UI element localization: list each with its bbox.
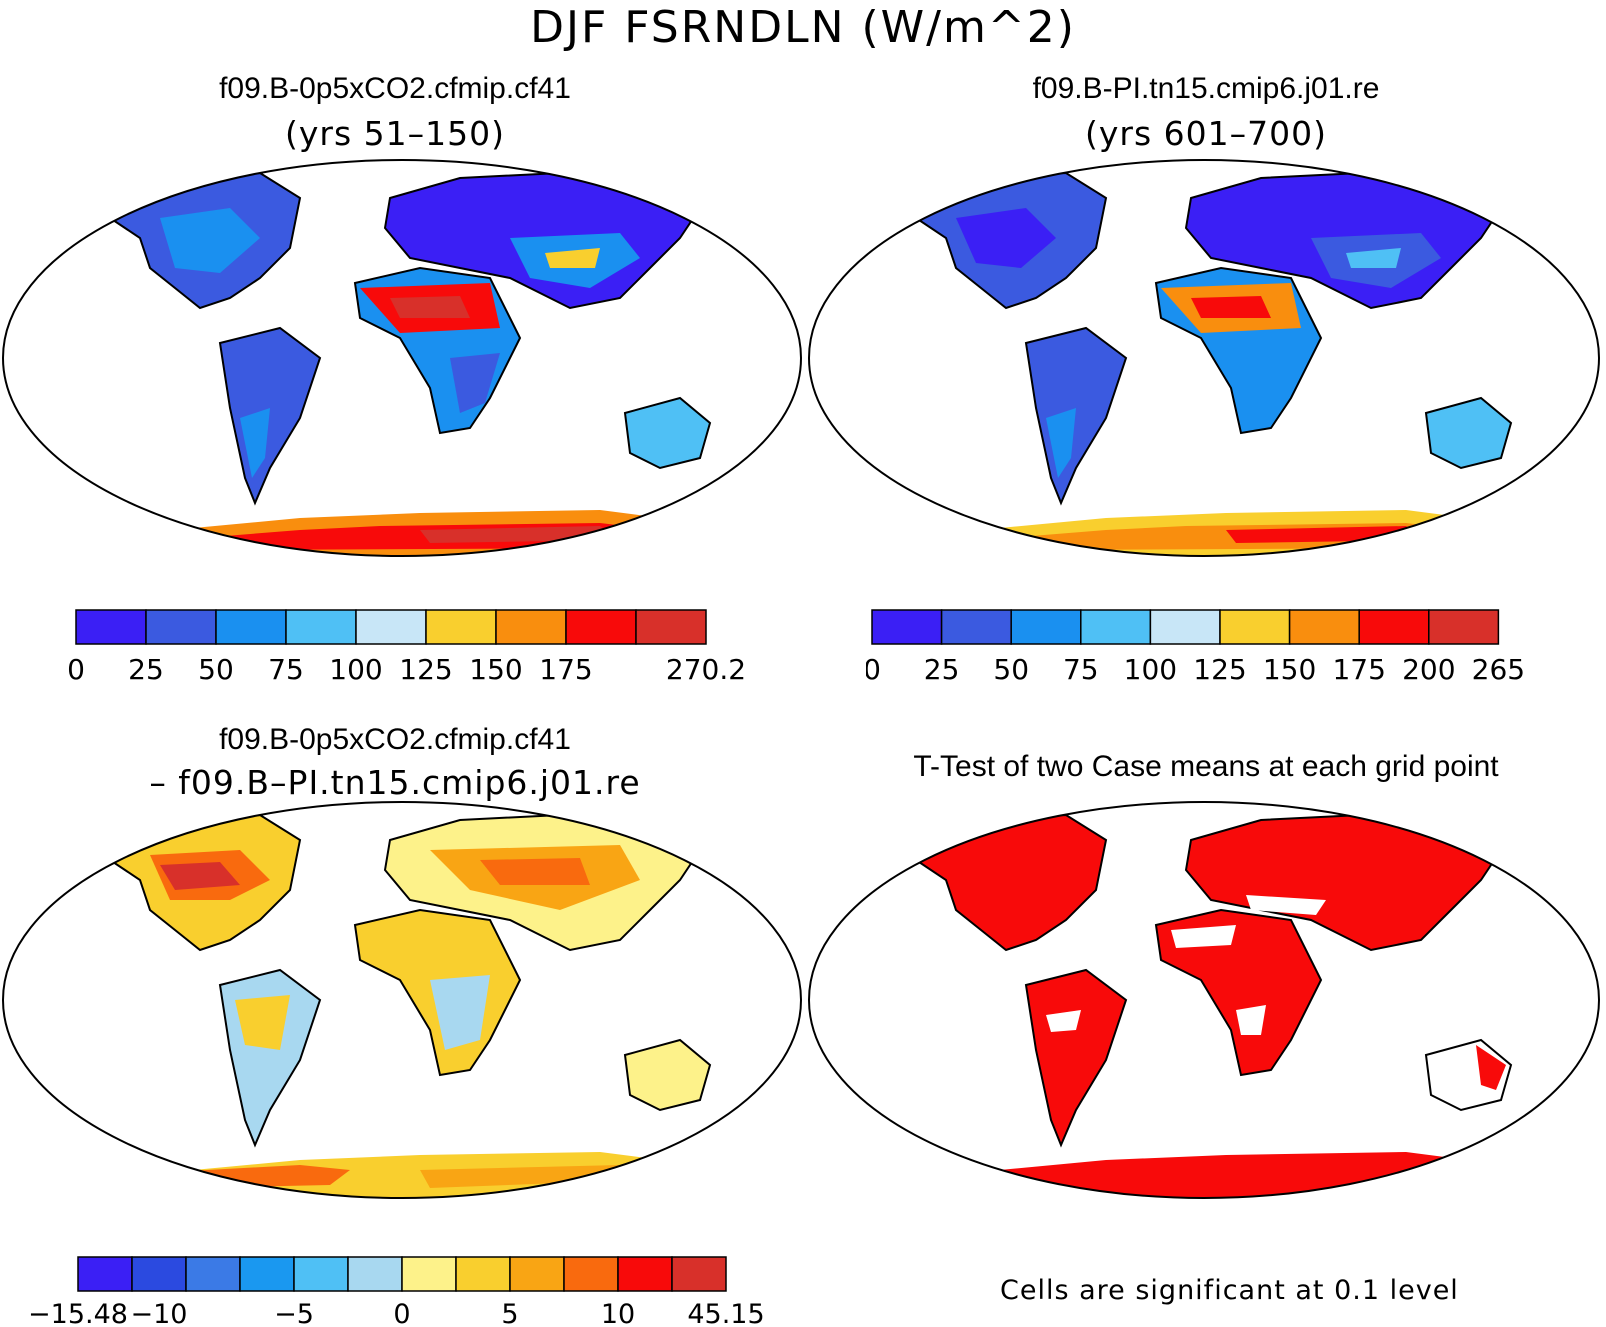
- colorbar-swatch: [185, 1256, 241, 1292]
- landmass-australia: [623, 1038, 712, 1112]
- colorbar-tick-label: 75: [1063, 653, 1099, 686]
- colorbar-swatch: [77, 1256, 133, 1292]
- colorbar-tick-label: 175: [1332, 653, 1385, 686]
- colorbar-tick-label: 125: [399, 653, 452, 686]
- landmass-australia: [1424, 396, 1513, 470]
- landmass-north-america: [899, 171, 1108, 310]
- colorbar-swatch: [617, 1256, 673, 1292]
- colorbar-swatch: [285, 609, 357, 645]
- colorbar-tick-label: 25: [924, 653, 960, 686]
- colorbar-tick-label: −10: [131, 1299, 188, 1327]
- landmass-eurasia: [1184, 171, 1503, 310]
- colorbar-swatch: [239, 1256, 295, 1292]
- colorbar-swatch: [635, 609, 707, 645]
- colorbar-swatch: [215, 609, 287, 645]
- figure-title: DJF FSRNDLN (W/m^2): [530, 2, 1076, 53]
- colorbar-case1: 0 25 50 75 100 125 150 175 270.2: [67, 609, 746, 686]
- colorbar-swatch: [871, 609, 943, 645]
- landmass-australia: [1424, 1038, 1513, 1112]
- colorbar-tick-label: 0: [67, 653, 85, 686]
- colorbar-swatch: [131, 1256, 187, 1292]
- landmass-antarctica: [140, 1152, 720, 1198]
- colorbar-tick-label: 0: [866, 653, 881, 686]
- colorbar-tick-label: 45.15: [687, 1299, 764, 1327]
- landmass-africa: [1154, 266, 1323, 435]
- colorbar-swatch: [1219, 609, 1291, 645]
- colorbar-swatch: [1428, 609, 1500, 645]
- colorbar-tick-label: 125: [1193, 653, 1246, 686]
- landmass-south-america: [1024, 326, 1128, 506]
- colorbar-swatch: [347, 1256, 403, 1292]
- map-difference: [2, 801, 802, 1199]
- colorbar-tick-label: 150: [1263, 653, 1316, 686]
- panel-subtitle-case1: (yrs 51–150): [284, 114, 505, 153]
- colorbar-tick-label: 100: [1124, 653, 1177, 686]
- panel-title-case1: f09.B-0p5xCO2.cfmip.cf41: [219, 72, 571, 105]
- colorbar-tick-label: 265: [1472, 653, 1525, 686]
- landmass-north-america: [93, 813, 302, 952]
- colorbar-tick-label: 5: [501, 1299, 518, 1327]
- landmass-south-america: [1024, 968, 1128, 1148]
- colorbar-difference: −15.48 −10 −5 0 5 10 45.15: [28, 1256, 765, 1327]
- significance-note: Cells are significant at 0.1 level: [1000, 1275, 1459, 1306]
- landmass-australia: [623, 396, 712, 470]
- colorbar-tick-label: 50: [993, 653, 1029, 686]
- colorbar-swatch: [565, 609, 637, 645]
- landmass-africa: [1154, 908, 1323, 1077]
- map-case2: [808, 159, 1600, 557]
- landmass-north-america: [93, 171, 302, 310]
- colorbar-swatch: [401, 1256, 457, 1292]
- landmass-eurasia: [383, 813, 702, 952]
- colorbar-tick-label: 75: [268, 653, 304, 686]
- colorbar-tick-label: −15.48: [28, 1299, 128, 1327]
- colorbar-tick-label: −5: [274, 1299, 314, 1327]
- landmass-south-america: [218, 968, 322, 1148]
- colorbar-swatch: [671, 1256, 727, 1292]
- map-ttest: [808, 801, 1600, 1199]
- colorbar-swatch: [145, 609, 217, 645]
- landmass-antarctica: [140, 510, 720, 556]
- landmass-south-america: [218, 326, 322, 506]
- landmass-eurasia: [383, 171, 702, 310]
- colorbar-swatch: [563, 1256, 619, 1292]
- landmass-africa: [353, 908, 522, 1077]
- colorbar-swatch: [355, 609, 427, 645]
- colorbar-tick-label: 10: [601, 1299, 635, 1327]
- landmass-africa: [353, 266, 522, 435]
- colorbar-swatch: [1010, 609, 1082, 645]
- colorbar-tick-label: 50: [198, 653, 234, 686]
- colorbar-tick-label: 25: [128, 653, 164, 686]
- panel-subtitle-diff: – f09.B–PI.tn15.cmip6.j01.re: [149, 763, 641, 802]
- colorbar-swatch: [1080, 609, 1152, 645]
- colorbar-tick-label: 200: [1402, 653, 1455, 686]
- colorbar-swatch: [1358, 609, 1430, 645]
- panel-title-ttest: T-Test of two Case means at each grid po…: [913, 750, 1499, 783]
- panel-subtitle-case2: (yrs 601–700): [1084, 114, 1327, 153]
- colorbar-case2: 0 25 50 75 100 125 150 175 200 265: [866, 609, 1525, 686]
- colorbar-swatch: [425, 609, 497, 645]
- landmass-north-america: [899, 813, 1108, 952]
- map-case1: [2, 159, 802, 557]
- colorbar-tick-label: 0: [393, 1299, 410, 1327]
- colorbar-swatch: [293, 1256, 349, 1292]
- colorbar-swatch: [495, 609, 567, 645]
- colorbar-tick-label: 100: [329, 653, 382, 686]
- colorbar-swatch: [940, 609, 1012, 645]
- panel-title-case2: f09.B-PI.tn15.cmip6.j01.re: [1032, 72, 1380, 105]
- colorbar-swatch: [1288, 609, 1360, 645]
- colorbar-tick-label: 175: [539, 653, 592, 686]
- colorbar-swatch: [455, 1256, 511, 1292]
- colorbar-tick-label: 270.2: [666, 653, 746, 686]
- colorbar-tick-label: 150: [469, 653, 522, 686]
- panel-title-diff: f09.B-0p5xCO2.cfmip.cf41: [219, 723, 571, 756]
- colorbar-swatch: [509, 1256, 565, 1292]
- colorbar-swatch: [75, 609, 147, 645]
- colorbar-swatch: [1149, 609, 1221, 645]
